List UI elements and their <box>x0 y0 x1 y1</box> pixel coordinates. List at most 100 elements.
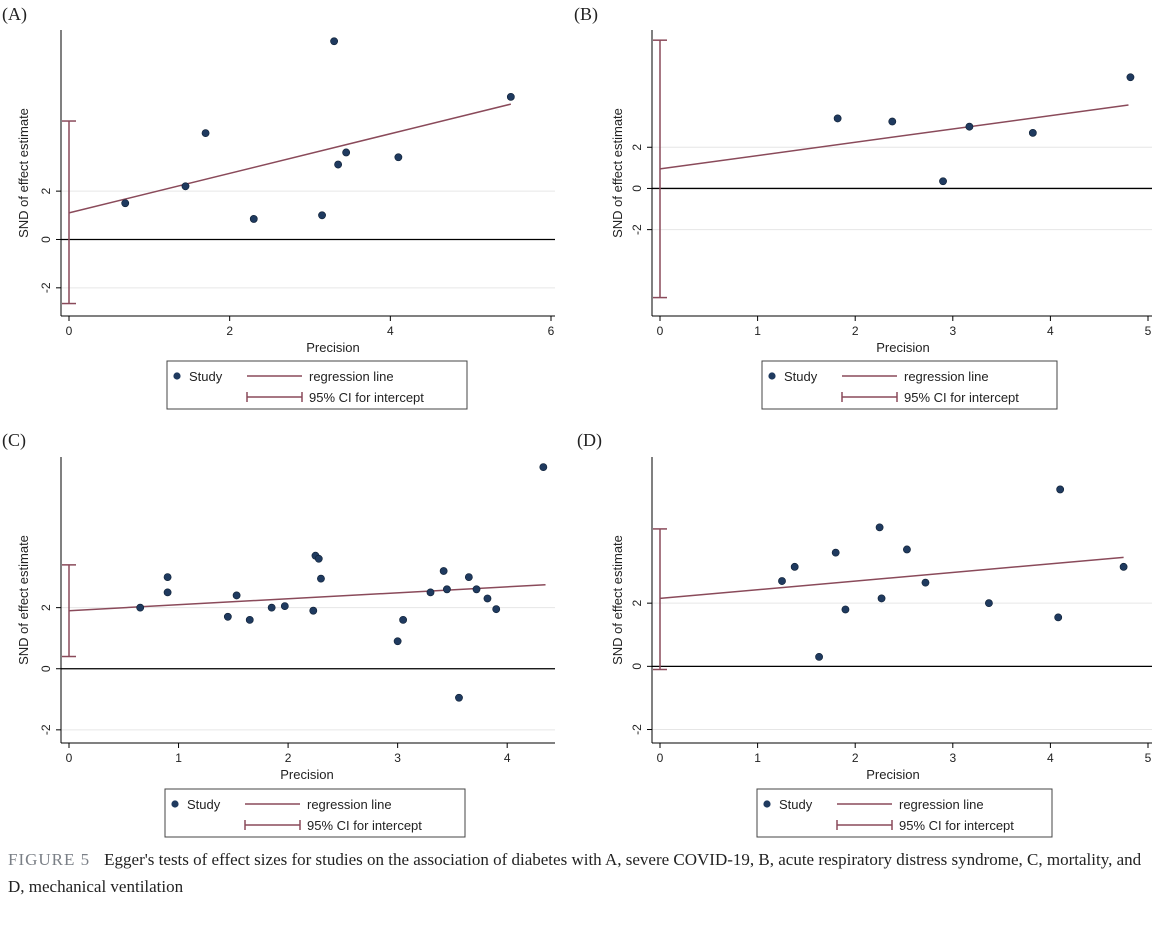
figure-caption: FIGURE 5 Egger's tests of effect sizes fo… <box>8 846 1158 900</box>
legend-regression-label: regression line <box>309 369 394 384</box>
figure-caption-text: Egger's tests of effect sizes for studie… <box>8 850 1142 896</box>
x-tick-label: 1 <box>175 751 182 765</box>
legend-study-marker <box>173 372 181 380</box>
x-tick-label: 1 <box>754 751 761 765</box>
legend-box <box>756 788 1053 838</box>
y-axis-title: SND of effect estimate <box>16 535 31 665</box>
legend: Study regression line 95% CI for intercept <box>166 360 468 410</box>
legend-study-marker <box>768 372 776 380</box>
study-point <box>815 652 823 661</box>
legend-ci-label: 95% CI for intercept <box>309 390 424 405</box>
y-axis-title: SND of effect estimate <box>16 108 31 238</box>
study-point <box>245 615 254 624</box>
study-point <box>1126 73 1135 82</box>
legend-ci-label: 95% CI for intercept <box>899 818 1014 833</box>
x-tick-label: 0 <box>66 324 73 338</box>
panel-label: (B) <box>574 4 598 25</box>
study-point <box>492 605 501 614</box>
study-point <box>472 585 481 594</box>
x-tick-label: 3 <box>949 751 956 765</box>
y-tick-label: 0 <box>630 663 644 670</box>
study-point <box>1056 485 1065 494</box>
study-point <box>903 545 911 554</box>
study-point <box>1119 562 1128 571</box>
x-tick-label: 2 <box>852 324 859 338</box>
y-tick-label: 0 <box>39 665 53 672</box>
study-point <box>318 211 326 220</box>
x-tick-label: 2 <box>852 751 859 765</box>
legend-box <box>761 360 1058 410</box>
legend: Study regression line 95% CI for intercept <box>761 360 1058 410</box>
study-point <box>831 548 840 557</box>
x-tick-label: 0 <box>657 324 664 338</box>
x-tick-label: 5 <box>1145 324 1152 338</box>
y-tick-label: -2 <box>39 724 53 735</box>
study-point <box>317 574 325 583</box>
study-point <box>426 588 435 597</box>
panel-label: (D) <box>577 430 602 451</box>
legend-ci-label: 95% CI for intercept <box>307 818 422 833</box>
study-point <box>181 182 190 191</box>
study-point <box>921 578 930 587</box>
study-point <box>877 594 886 603</box>
study-point <box>232 591 241 600</box>
study-point <box>483 594 492 603</box>
x-tick-label: 2 <box>226 324 233 338</box>
x-axis-title: Precision <box>306 340 359 355</box>
legend-regression-label: regression line <box>899 797 984 812</box>
study-point <box>399 615 408 624</box>
x-tick-label: 4 <box>504 751 511 765</box>
x-tick-label: 3 <box>949 324 956 338</box>
y-axis-title: SND of effect estimate <box>610 535 625 665</box>
study-point <box>163 588 172 597</box>
y-tick-label: -2 <box>630 224 644 235</box>
y-tick-label: 0 <box>630 185 644 192</box>
study-point <box>201 129 210 138</box>
y-tick-label: -2 <box>39 282 53 293</box>
legend-study-label: Study <box>784 369 818 384</box>
x-tick-label: 5 <box>1145 751 1152 765</box>
y-axis-title: SND of effect estimate <box>610 108 625 238</box>
study-point <box>841 605 850 614</box>
y-tick-label: -2 <box>630 724 644 735</box>
study-point <box>939 177 947 186</box>
panel-a: (A) 0 2 4 6 -2 0 2 Precision SND of effect estima… <box>2 4 555 410</box>
study-point <box>455 693 463 702</box>
x-tick-label: 4 <box>1047 324 1054 338</box>
study-point <box>393 637 402 646</box>
legend-box <box>164 788 466 838</box>
study-point <box>985 599 993 608</box>
legend-regression-label: regression line <box>307 797 392 812</box>
panel-b: (B) 0 1 2 3 4 5 -2 0 2 Precision SND of effect esti… <box>574 4 1152 410</box>
study-point <box>539 463 548 472</box>
study-point <box>394 153 403 162</box>
x-tick-label: 4 <box>387 324 394 338</box>
y-tick-label: 2 <box>39 187 53 194</box>
regression-line <box>659 104 1129 170</box>
legend-ci-label: 95% CI for intercept <box>904 390 1019 405</box>
study-point <box>314 554 323 563</box>
study-point <box>875 523 884 532</box>
y-tick-label: 2 <box>630 144 644 151</box>
x-axis-title: Precision <box>866 767 919 782</box>
study-point <box>790 562 799 571</box>
x-axis-title: Precision <box>280 767 333 782</box>
x-tick-label: 0 <box>66 751 73 765</box>
legend-regression-label: regression line <box>904 369 989 384</box>
study-point <box>136 603 145 612</box>
x-tick-label: 2 <box>285 751 292 765</box>
study-point <box>778 577 786 585</box>
legend-box <box>166 360 468 410</box>
study-point <box>249 215 258 223</box>
study-point <box>223 612 232 621</box>
x-tick-label: 3 <box>394 751 401 765</box>
legend-study-label: Study <box>189 369 223 384</box>
legend-study-marker <box>171 800 179 808</box>
x-tick-label: 6 <box>548 324 555 338</box>
panel-label: (C) <box>2 430 26 451</box>
panel-d: (D) 0 1 2 3 4 5 -2 0 2 Precision SND of effect esti… <box>577 430 1152 838</box>
regression-line <box>659 556 1124 600</box>
regression-line <box>68 103 512 214</box>
study-point <box>443 585 451 594</box>
